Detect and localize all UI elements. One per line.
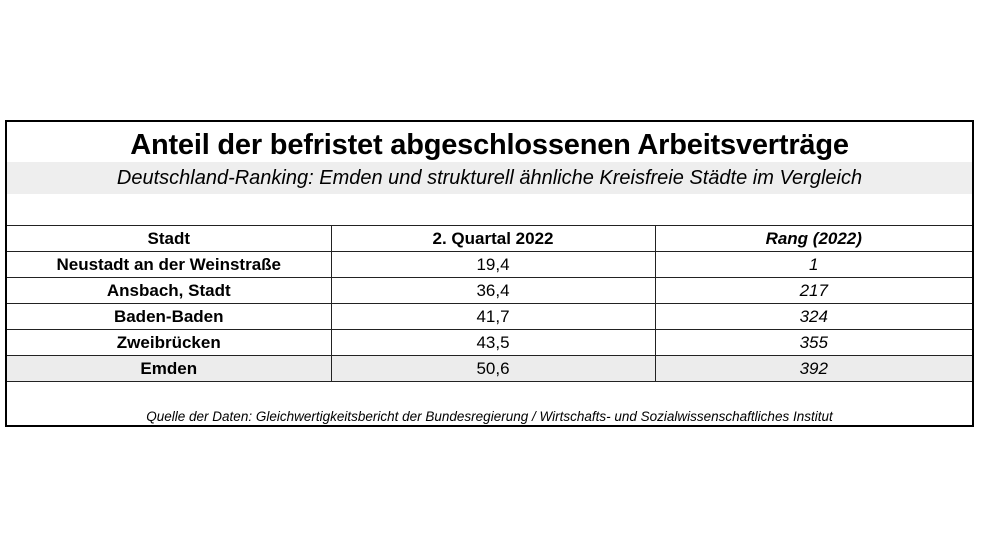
column-header-rank: Rang (2022) xyxy=(654,225,972,252)
table-header-row: Stadt 2. Quartal 2022 Rang (2022) xyxy=(7,225,972,252)
cell-value: 36,4 xyxy=(330,277,656,304)
table-row-highlighted: Emden 50,6 392 xyxy=(7,355,972,382)
column-header-city: Stadt xyxy=(7,225,332,252)
cell-value: 50,6 xyxy=(330,355,656,382)
table-row: Baden-Baden 41,7 324 xyxy=(7,303,972,330)
cell-city: Baden-Baden xyxy=(7,303,332,330)
table-row: Zweibrücken 43,5 355 xyxy=(7,329,972,356)
cell-rank: 217 xyxy=(654,277,972,304)
cell-rank: 392 xyxy=(654,355,972,382)
cell-city: Zweibrücken xyxy=(7,329,332,356)
table-card: Anteil der befristet abgeschlossenen Arb… xyxy=(5,120,974,427)
ranking-table: Stadt 2. Quartal 2022 Rang (2022) Neusta… xyxy=(7,225,972,382)
subtitle-band xyxy=(7,162,972,194)
cell-city: Neustadt an der Weinstraße xyxy=(7,251,332,278)
page-subtitle: Deutschland-Ranking: Emden und strukture… xyxy=(116,167,863,189)
cell-value: 41,7 xyxy=(330,303,656,330)
page-title: Anteil der befristet abgeschlossenen Arb… xyxy=(130,129,849,161)
table-row: Neustadt an der Weinstraße 19,4 1 xyxy=(7,251,972,278)
cell-rank: 1 xyxy=(654,251,972,278)
cell-city: Ansbach, Stadt xyxy=(7,277,332,304)
column-header-quarter: 2. Quartal 2022 xyxy=(330,225,656,252)
table-row: Ansbach, Stadt 36,4 217 xyxy=(7,277,972,304)
cell-rank: 324 xyxy=(654,303,972,330)
cell-rank: 355 xyxy=(654,329,972,356)
cell-value: 19,4 xyxy=(330,251,656,278)
cell-city: Emden xyxy=(7,355,332,382)
source-note: Quelle der Daten: Gleichwertigkeitsberic… xyxy=(146,409,833,424)
cell-value: 43,5 xyxy=(330,329,656,356)
